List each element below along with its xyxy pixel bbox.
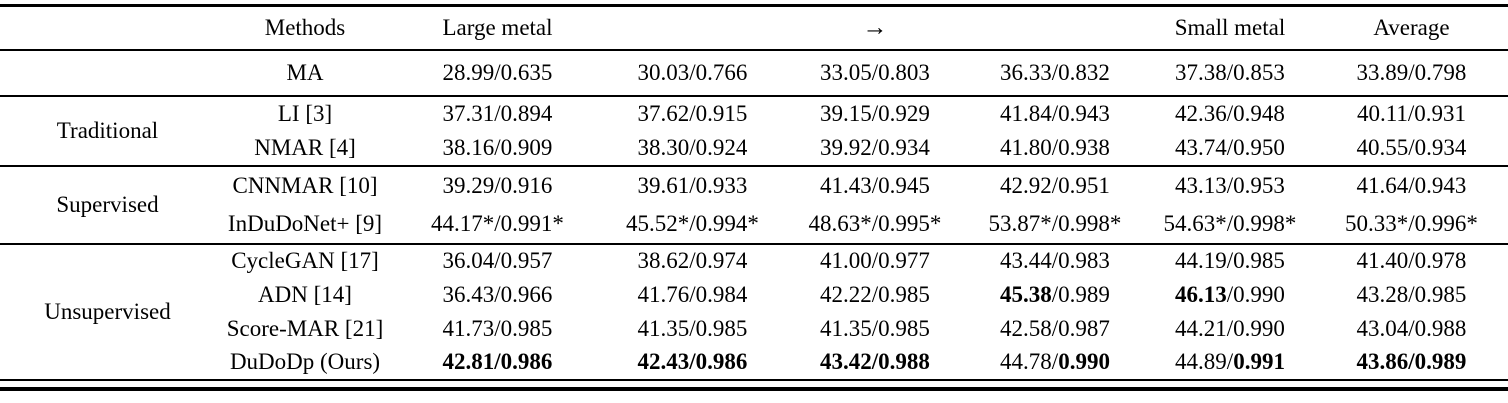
results-table: Methods Large metal → Small metal Averag… xyxy=(0,4,1508,381)
metric-value-cell: 43.04/0.988 xyxy=(1356,315,1467,341)
method-name: Score-MAR [21] xyxy=(226,315,384,341)
metric-value-cell: 43.13/0.953 xyxy=(1175,172,1285,198)
metric-value-cell: 41.43/0.945 xyxy=(820,172,930,198)
header-cell-average: Average xyxy=(1373,14,1450,40)
table-row: NMAR [4] 38.16/0.909 38.30/0.924 39.92/0.93… xyxy=(0,131,1508,166)
metric-value-cell: 45.52*/0.994* xyxy=(626,210,759,236)
metric-value-cell: 38.30/0.924 xyxy=(637,134,748,160)
metric-value-cell: 45.38/0.989 xyxy=(1000,281,1110,307)
metric-value-cell: 39.15/0.929 xyxy=(820,100,930,126)
table-row: Unsupervised CycleGAN [17] 36.04/0.957 38.6… xyxy=(0,244,1508,324)
metric-value-cell: 39.29/0.916 xyxy=(442,172,553,198)
header-cell-group xyxy=(0,6,215,50)
method-name: CNNMAR [10] xyxy=(232,172,378,198)
metric-value-cell: 41.80/0.938 xyxy=(1000,134,1110,160)
table-row: Score-MAR [21] 41.73/0.985 41.35/0.985 41.3… xyxy=(0,312,1508,346)
header-cell-spacer-2 xyxy=(965,6,1145,50)
metric-value-cell: 37.62/0.915 xyxy=(637,100,748,126)
method-name: LI [3] xyxy=(277,100,333,126)
metric-value-cell: 36.04/0.957 xyxy=(442,248,553,273)
header-row: Methods Large metal → Small metal Averag… xyxy=(0,6,1508,50)
metric-value-cell: 40.55/0.934 xyxy=(1356,134,1467,160)
metric-value-cell: 41.35/0.985 xyxy=(820,315,930,341)
table-row: Supervised CNNMAR [10] 39.29/0.916 39.61/0.… xyxy=(0,166,1508,217)
metric-value-cell: 42.43/0.986 xyxy=(637,349,748,374)
method-group: MA 28.99/0.635 30.03/0.766 33.05/0.803 36.33… xyxy=(0,50,1508,96)
method-group: Unsupervised CycleGAN [17] 36.04/0.957 38.6… xyxy=(0,244,1508,380)
method-name: MA xyxy=(286,59,324,85)
metric-value-cell: 41.76/0.984 xyxy=(637,281,748,307)
metric-value-cell: 43.28/0.985 xyxy=(1356,281,1467,307)
metric-value-cell: 50.33*/0.996* xyxy=(1345,210,1478,236)
table-header: Methods Large metal → Small metal Averag… xyxy=(0,6,1508,50)
table-bottom-rule xyxy=(0,386,1508,391)
metric-value-cell: 33.89/0.798 xyxy=(1356,59,1467,85)
metric-value-cell: 38.16/0.909 xyxy=(442,134,553,160)
method-name: ADN [14] xyxy=(258,281,352,307)
metric-value-cell: 43.74/0.950 xyxy=(1175,134,1285,160)
table-row: InDuDoNet+ [9] 44.17*/0.991* 45.52*/0.994*… xyxy=(0,205,1508,244)
metric-value-cell: 41.40/0.978 xyxy=(1356,248,1467,273)
method-name: CycleGAN [17] xyxy=(231,248,379,273)
metric-value-cell: 41.73/0.985 xyxy=(442,315,553,341)
metric-value-cell: 41.00/0.977 xyxy=(820,248,930,273)
header-cell-large-metal: Large metal xyxy=(442,14,553,40)
group-label xyxy=(0,50,215,96)
method-group: Supervised CNNMAR [10] 39.29/0.916 39.61/0.… xyxy=(0,166,1508,244)
metric-value-cell: 43.86/0.989 xyxy=(1356,349,1467,374)
metric-value-cell: 33.05/0.803 xyxy=(820,59,930,85)
table-row: ADN [14] 36.43/0.966 41.76/0.984 42.22/0.98… xyxy=(0,278,1508,312)
metric-value-cell: 38.62/0.974 xyxy=(637,248,748,273)
metric-value-cell: 53.87*/0.998* xyxy=(988,210,1122,236)
metric-value-cell: 41.64/0.943 xyxy=(1356,172,1467,198)
method-group: Traditional LI [3] 37.31/0.894 37.62/0.915 3… xyxy=(0,96,1508,166)
metric-value-cell: 28.99/0.635 xyxy=(442,59,553,85)
metric-value-cell: 36.43/0.966 xyxy=(442,281,553,307)
metric-value-cell: 37.31/0.894 xyxy=(442,100,553,126)
metric-value-cell: 40.11/0.931 xyxy=(1356,100,1467,126)
metric-value-cell: 43.44/0.983 xyxy=(1000,248,1110,273)
metric-value-cell: 54.63*/0.998* xyxy=(1163,210,1297,236)
header-cell-small-metal: Small metal xyxy=(1174,14,1286,40)
metric-value-cell: 30.03/0.766 xyxy=(637,59,748,85)
metric-value-cell: 48.63*/0.995* xyxy=(808,210,942,236)
header-cell-arrow-icon: → xyxy=(862,13,888,41)
metric-value-cell: 44.78/0.990 xyxy=(1000,349,1110,374)
metric-value-cell: 42.58/0.987 xyxy=(1000,315,1110,341)
metric-value-cell: 46.13/0.990 xyxy=(1175,281,1285,307)
metric-value-cell: 43.42/0.988 xyxy=(820,349,930,374)
method-name: NMAR [4] xyxy=(254,134,356,160)
metric-value-cell: 39.61/0.933 xyxy=(637,172,748,198)
metric-value-cell: 36.33/0.832 xyxy=(1000,59,1110,85)
metric-value-cell: 41.35/0.985 xyxy=(637,315,748,341)
metric-value-cell: 44.89/0.991 xyxy=(1175,349,1285,374)
method-name: DuDoDp (Ours) xyxy=(229,349,381,374)
metric-value-cell: 37.38/0.853 xyxy=(1175,59,1285,85)
metric-value-cell: 44.19/0.985 xyxy=(1175,248,1285,273)
group-label: Unsupervised xyxy=(44,298,171,324)
table-row: DuDoDp (Ours) 42.81/0.986 42.43/0.986 43.42… xyxy=(0,346,1508,380)
metric-value-cell: 42.92/0.951 xyxy=(1000,172,1110,198)
table-row: Traditional LI [3] 37.31/0.894 37.62/0.915 3… xyxy=(0,96,1508,143)
metric-value-cell: 42.81/0.986 xyxy=(442,349,553,374)
metric-value-cell: 44.21/0.990 xyxy=(1175,315,1285,341)
table-row: MA 28.99/0.635 30.03/0.766 33.05/0.803 36.33… xyxy=(0,50,1508,96)
header-cell-methods: Methods xyxy=(264,14,346,40)
metric-value-cell: 42.22/0.985 xyxy=(820,281,930,307)
metric-value-cell: 39.92/0.934 xyxy=(820,134,930,160)
metric-value-cell: 44.17*/0.991* xyxy=(431,210,564,236)
group-label: Supervised xyxy=(56,191,159,217)
group-label: Traditional xyxy=(56,117,159,143)
method-name: InDuDoNet+ [9] xyxy=(227,210,383,236)
metric-value-cell: 42.36/0.948 xyxy=(1175,100,1285,126)
metric-value-cell: 41.84/0.943 xyxy=(1000,100,1110,126)
header-cell-spacer-1 xyxy=(600,6,785,50)
